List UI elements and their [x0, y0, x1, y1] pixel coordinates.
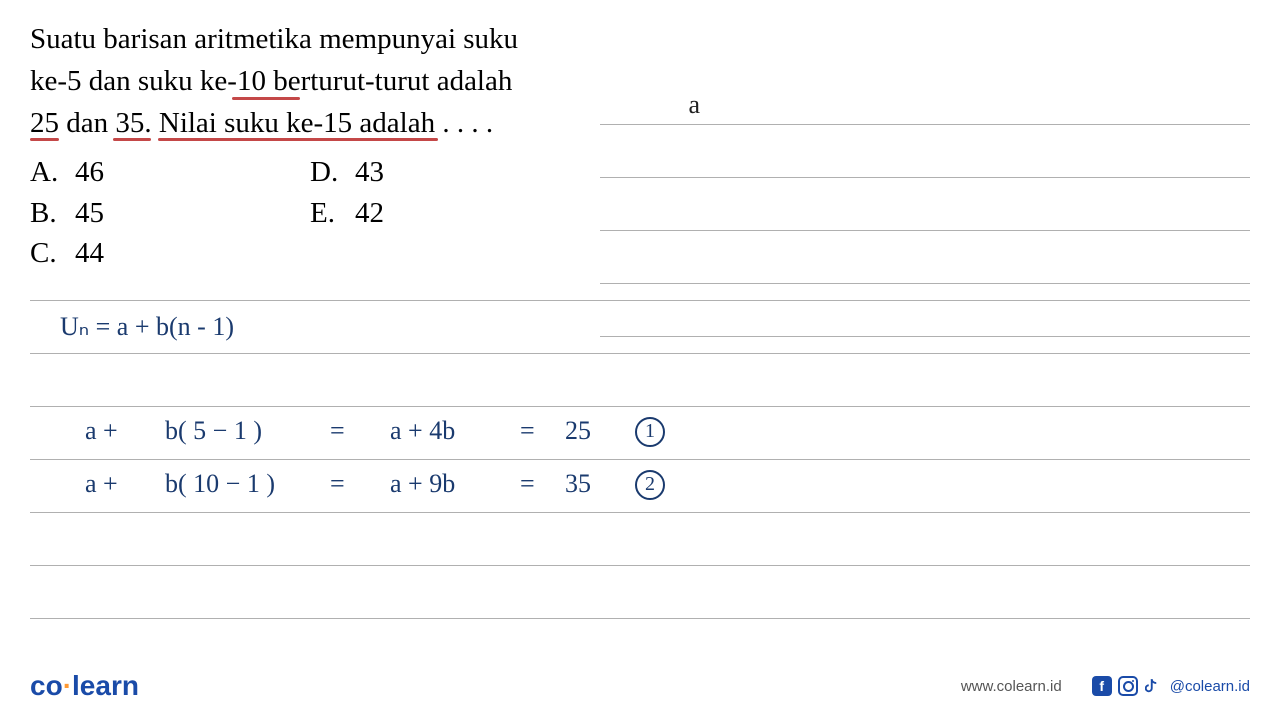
ruled-line	[30, 353, 1250, 354]
ruled-line	[600, 230, 1250, 231]
eq1-equals: =	[330, 416, 345, 446]
eq1-equals2: =	[520, 416, 535, 446]
ruled-line	[30, 406, 1250, 407]
ruled-line	[30, 300, 1250, 301]
formula-text: Uₙ = a + b(n - 1)	[60, 312, 234, 342]
eq2-equals: =	[330, 469, 345, 499]
option-b: B.45	[30, 193, 310, 234]
eq2-number: 2	[635, 467, 665, 500]
eq1-expand: b( 5 − 1 )	[165, 416, 262, 446]
social-links: f @colearn.id	[1092, 676, 1250, 696]
red-underline	[158, 138, 438, 141]
eq1-number: 1	[635, 414, 665, 447]
logo: co·learn	[30, 670, 139, 702]
side-letter-a: a	[688, 90, 700, 120]
ruled-line	[600, 336, 1250, 337]
social-handle: @colearn.id	[1170, 678, 1250, 695]
logo-dot-icon: ·	[63, 670, 72, 701]
tiktok-icon	[1144, 676, 1164, 696]
eq2-value: 35	[565, 469, 591, 499]
ruled-line	[30, 512, 1250, 513]
eq2-simplified: a + 9b	[390, 469, 455, 499]
eq1-value: 25	[565, 416, 591, 446]
red-underline	[113, 138, 151, 141]
instagram-icon	[1118, 676, 1138, 696]
question-line-2: ke-5 dan suku ke-10 berturut-turut adala…	[30, 60, 1250, 102]
question-line-1: Suatu barisan aritmetika mempunyai suku	[30, 18, 1250, 60]
ruled-line	[600, 177, 1250, 178]
red-underline	[232, 97, 300, 100]
option-a: A.46	[30, 152, 310, 193]
eq2-lhs: a +	[85, 469, 118, 499]
eq1-lhs: a +	[85, 416, 118, 446]
website-url: www.colearn.id	[961, 678, 1062, 695]
footer: co·learn www.colearn.id f @colearn.id	[30, 670, 1250, 702]
ruled-line	[600, 124, 1250, 125]
eq2-equals2: =	[520, 469, 535, 499]
option-c: C.44	[30, 233, 310, 274]
ruled-line	[30, 618, 1250, 619]
eq2-expand: b( 10 − 1 )	[165, 469, 275, 499]
red-underline	[30, 138, 59, 141]
ruled-line	[30, 565, 1250, 566]
ruled-line	[30, 459, 1250, 460]
option-e: E.42	[310, 193, 510, 234]
ruled-line	[600, 283, 1250, 284]
option-d: D.43	[310, 152, 510, 193]
facebook-icon: f	[1092, 676, 1112, 696]
eq1-simplified: a + 4b	[390, 416, 455, 446]
